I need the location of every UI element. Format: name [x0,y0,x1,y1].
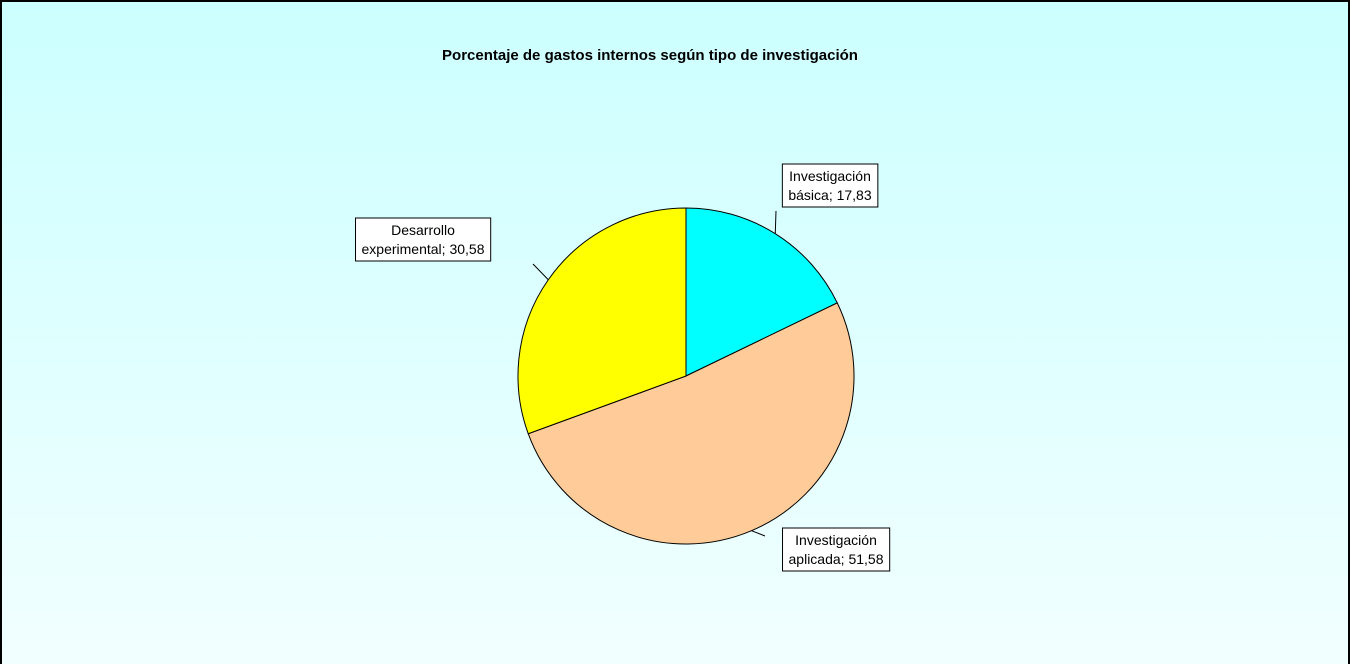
pie [517,207,855,545]
leader-line [774,210,777,234]
data-label: Investigación básica; 17,83 [788,168,871,203]
data-label: Investigación aplicada; 51,58 [789,532,884,567]
data-labels: Investigación básica; 17,83 Investigación a… [355,163,891,572]
data-label: Desarrollo experimental; 30,58 [362,222,485,257]
leader-line [532,263,549,281]
pie-slice [527,302,855,545]
chart-title: Porcentaje de gastos internos según tipo… [442,47,858,64]
label-box [782,527,891,572]
label-box [781,163,879,208]
label-box [355,217,492,262]
leader-line [751,530,766,537]
